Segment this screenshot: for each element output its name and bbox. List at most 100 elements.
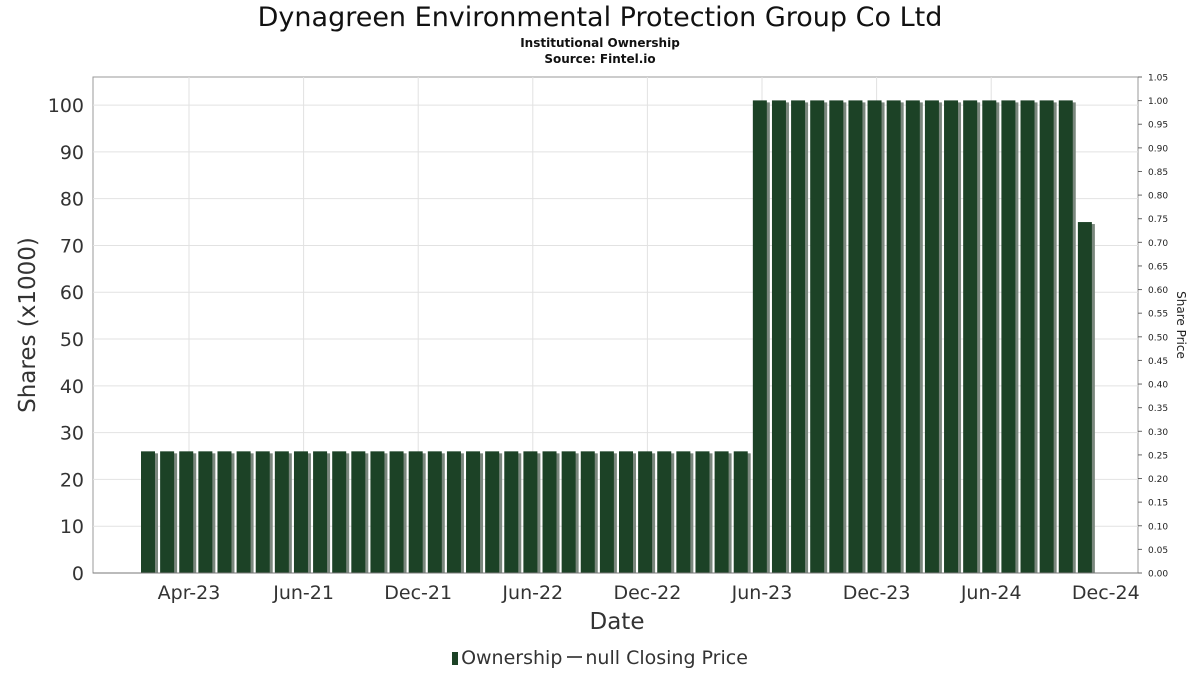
ownership-bar	[446, 451, 461, 573]
x-axis-label: Date	[590, 609, 645, 635]
y2-tick-label: 0.95	[1148, 121, 1168, 131]
ownership-bar	[332, 451, 347, 573]
ownership-bar	[236, 451, 251, 573]
ownership-bar	[504, 451, 519, 573]
ownership-bar	[619, 451, 633, 573]
ownership-bar	[1077, 222, 1092, 573]
y2-tick-label: 0.15	[1148, 499, 1168, 509]
y-tick-label: 80	[60, 189, 84, 211]
x-tick-label: Dec-23	[843, 582, 911, 604]
ownership-bar	[370, 451, 385, 573]
ownership-bar	[485, 451, 500, 573]
ownership-bar	[466, 451, 481, 573]
ownership-bar	[676, 451, 691, 573]
chart-source: Source: Fintel.io	[544, 52, 656, 66]
ownership-bar	[599, 451, 614, 573]
ownership-bar	[771, 100, 786, 573]
ownership-bar	[1001, 100, 1016, 573]
y2-tick-label: 0.85	[1148, 168, 1168, 178]
ownership-bar	[752, 100, 767, 573]
chart-subtitle: Institutional Ownership	[520, 36, 680, 50]
y2-tick-label: 0.25	[1148, 451, 1168, 461]
y2-tick-label: 0.10	[1148, 522, 1168, 532]
y2-tick-label: 0.05	[1148, 546, 1168, 556]
y-tick-label: 10	[60, 516, 84, 538]
ownership-bar	[561, 451, 576, 573]
ownership-bar	[886, 100, 901, 573]
ownership-bar	[963, 100, 978, 573]
chart-title: Dynagreen Environmental Protection Group…	[257, 2, 943, 33]
y2-tick-label: 0.50	[1148, 333, 1168, 343]
ownership-bar	[274, 451, 289, 573]
ownership-bar	[905, 100, 920, 573]
ownership-bar	[313, 451, 328, 573]
y2-tick-label: 0.30	[1148, 428, 1168, 438]
y-tick-label: 30	[60, 423, 84, 445]
ownership-bar	[293, 451, 308, 573]
y-tick-label: 60	[60, 282, 84, 304]
y2-tick-label: 0.75	[1148, 215, 1168, 225]
ownership-bar	[1020, 100, 1035, 573]
ownership-bar	[217, 451, 232, 573]
ownership-bar	[867, 100, 882, 573]
y-tick-label: 20	[60, 469, 84, 491]
y2-tick-label: 0.40	[1148, 381, 1168, 391]
y-tick-label: 40	[60, 376, 84, 398]
x-tick-label: Dec-24	[1072, 582, 1140, 604]
ownership-bar	[695, 451, 710, 573]
y2-tick-label: 0.80	[1148, 192, 1168, 202]
y2-tick-label: 1.00	[1148, 97, 1168, 107]
y2-axis-label: Share Price	[1174, 291, 1188, 359]
ownership-bar	[351, 451, 366, 573]
y-axis-label: Shares (x1000)	[15, 237, 41, 413]
y2-tick-label: 0.45	[1148, 357, 1168, 367]
ownership-bar	[638, 451, 653, 573]
y2-tick-label: 0.00	[1148, 570, 1168, 580]
ownership-bar	[542, 451, 557, 573]
ownership-bar	[179, 451, 194, 573]
x-tick-label: Dec-22	[613, 582, 681, 604]
x-tick-label: Jun-23	[731, 582, 793, 604]
chart-legend: Ownership null Closing Price	[0, 647, 1200, 669]
ownership-bar	[791, 100, 806, 573]
y2-tick-label: 0.55	[1148, 310, 1168, 320]
y2-tick-label: 0.90	[1148, 144, 1168, 154]
y2-tick-label: 0.65	[1148, 262, 1168, 272]
legend-ownership: Ownership	[461, 647, 563, 669]
closing-price-legend-line	[567, 656, 583, 658]
ownership-chart: 0 10 20 30 40 50 60 70 80 90 100 0.00 0.05 0.10 0.15 0.…	[15, 74, 1188, 636]
ownership-bar	[944, 100, 959, 573]
ownership-bar	[657, 451, 672, 573]
y-tick-label: 50	[60, 329, 84, 351]
y-tick-label: 70	[60, 235, 84, 257]
x-tick-label: Apr-23	[158, 582, 221, 604]
ownership-bar	[141, 451, 155, 573]
ownership-bar	[733, 451, 748, 573]
ownership-bar	[408, 451, 423, 573]
x-tick-label: Jun-22	[501, 582, 563, 604]
ownership-bar	[848, 100, 863, 573]
y-tick-label: 0	[72, 563, 84, 585]
y2-tick-label: 0.35	[1148, 404, 1168, 414]
ownership-bar	[198, 451, 213, 573]
ownership-bar	[924, 100, 939, 573]
ownership-bar	[580, 451, 595, 573]
ownership-bar	[829, 100, 844, 573]
x-tick-label: Dec-21	[384, 582, 452, 604]
ownership-bar	[1058, 100, 1073, 573]
y-tick-label: 90	[60, 142, 84, 164]
ownership-bar	[255, 451, 270, 573]
x-tick-label: Jun-21	[272, 582, 334, 604]
ownership-bar	[810, 100, 825, 573]
ownership-bar	[982, 100, 997, 573]
y2-tick-label: 0.20	[1148, 475, 1168, 485]
ownership-bar	[523, 451, 538, 573]
y-tick-label: 100	[48, 95, 84, 117]
ownership-bar	[389, 451, 404, 573]
ownership-legend-swatch	[452, 652, 459, 665]
y2-tick-label: 1.05	[1148, 74, 1168, 84]
ownership-bar	[714, 451, 729, 573]
x-tick-label: Jun-24	[960, 582, 1022, 604]
ownership-bar	[427, 451, 442, 573]
ownership-bar	[160, 451, 175, 573]
